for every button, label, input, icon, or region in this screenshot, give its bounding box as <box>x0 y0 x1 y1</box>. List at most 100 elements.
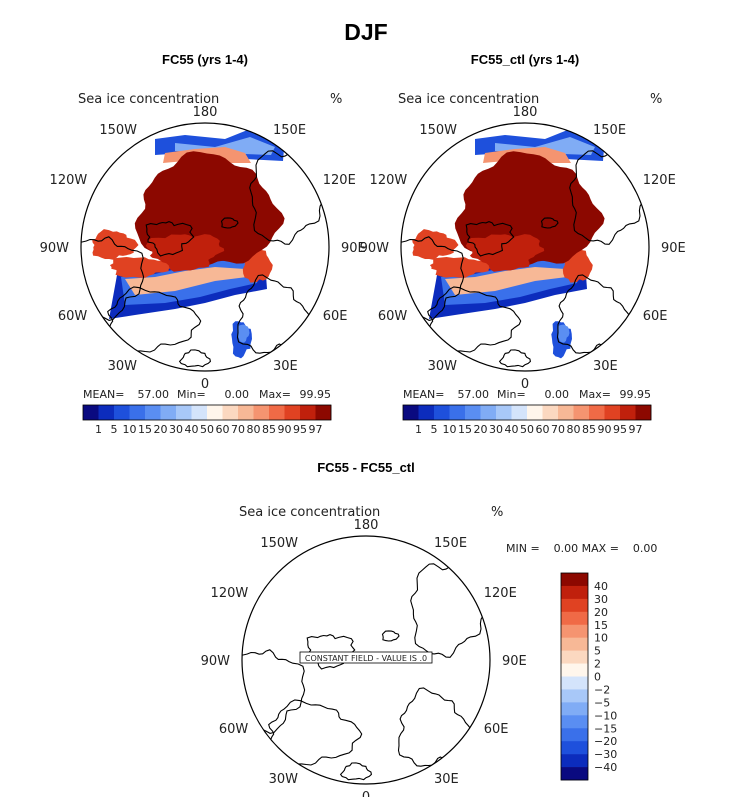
lon-label: 60E <box>484 722 509 737</box>
colorbar-tick-label: 97 <box>309 423 323 436</box>
colorbar-swatch <box>129 405 146 420</box>
lon-label: 180 <box>354 518 379 533</box>
lon-label: 30W <box>428 359 458 374</box>
map-panel: FC55_ctl (yrs 1-4) Sea ice concentration%… <box>360 52 686 436</box>
lon-label: 90W <box>201 654 231 669</box>
colorbar-tick-label: 15 <box>594 619 608 632</box>
lon-label: 150W <box>99 123 137 138</box>
coastline-greenland <box>268 699 363 766</box>
stat-max-value: 99.95 <box>620 388 652 401</box>
colorbar-tick-label: −2 <box>594 683 610 696</box>
colorbar-tick-label: 97 <box>629 423 643 436</box>
variable-label: Sea ice concentration <box>78 92 219 107</box>
colorbar-tick-label: 80 <box>247 423 261 436</box>
colorbar-swatch <box>561 728 588 742</box>
lon-label: 150E <box>593 123 626 138</box>
colorbar-tick-label: 80 <box>567 423 581 436</box>
archipelago-ice <box>145 234 225 272</box>
colorbar-swatch <box>269 405 285 420</box>
lon-label: 90E <box>502 654 527 669</box>
coastline-archipelago <box>306 634 356 670</box>
coastline-iceland <box>339 762 373 781</box>
map-boundary <box>241 535 491 785</box>
colorbar-swatch <box>222 405 239 420</box>
lon-label: 60W <box>58 309 88 324</box>
lon-label: 120E <box>643 173 676 188</box>
colorbar-swatch <box>98 405 115 420</box>
colorbar-tick-label: 90 <box>598 423 612 436</box>
stat-min-label: Min= <box>497 388 526 401</box>
colorbar-tick-label: 70 <box>551 423 565 436</box>
stats-line: MIN = 0.00 MAX = 0.00 <box>506 542 657 555</box>
lon-label: 90E <box>341 241 366 256</box>
colorbar-tick-label: 90 <box>278 423 292 436</box>
colorbar-swatch <box>561 573 588 587</box>
stat-mean-label: MEAN= <box>403 388 444 401</box>
colorbar-tick-label: 30 <box>594 593 608 606</box>
lon-label: 120E <box>484 586 517 601</box>
lon-label: 60E <box>323 309 348 324</box>
colorbar-swatch <box>561 650 588 664</box>
colorbar-swatch <box>403 405 419 420</box>
colorbar-swatch <box>561 715 588 729</box>
coastline-svalbard <box>381 630 400 642</box>
lon-label: 30E <box>593 359 618 374</box>
panel-title: FC55 - FC55_ctl <box>317 460 415 475</box>
colorbar-tick-label: 30 <box>169 423 183 436</box>
colorbar-swatch <box>284 405 301 420</box>
lon-label: 30W <box>269 772 299 787</box>
stat-max-label: Max= <box>579 388 611 401</box>
coastline-north-america <box>81 236 145 321</box>
colorbar-swatch <box>561 585 588 600</box>
stat-min-value: 0.00 <box>545 388 570 401</box>
colorbar-tick-label: 85 <box>582 423 596 436</box>
colorbar-tick-label: 0 <box>594 671 601 684</box>
baltic-ice-inner <box>237 324 250 343</box>
colorbar-tick-label: 2 <box>594 658 601 671</box>
units-label: % <box>650 92 662 107</box>
lon-label: 0 <box>521 377 529 392</box>
colorbar-swatch <box>561 741 588 755</box>
coastline-iceland <box>498 349 532 368</box>
note-box <box>299 651 433 664</box>
constant-field-note: CONSTANT FIELD - VALUE IS .0 <box>305 654 427 663</box>
colorbar-frame <box>402 404 652 421</box>
colorbar-swatch <box>561 624 588 638</box>
colorbar-frame <box>560 572 589 781</box>
coastline-north-america <box>401 236 465 321</box>
coastline-archipelago <box>465 221 515 257</box>
colorbar-tick-label: 95 <box>293 423 307 436</box>
lon-label: 120E <box>323 173 356 188</box>
colorbar-swatch <box>465 405 481 420</box>
map-boundary <box>400 122 650 372</box>
colorbar-swatch <box>238 405 254 420</box>
colorbar-tick-label: −15 <box>594 722 617 735</box>
stat-min-value: 0.00 <box>225 388 250 401</box>
colorbar-tick-label: 40 <box>505 423 519 436</box>
lon-label: 90W <box>40 241 70 256</box>
lon-label: 60E <box>643 309 668 324</box>
colorbar-swatch <box>83 405 99 420</box>
colorbar-tick-label: 1 <box>95 423 102 436</box>
colorbar-swatch <box>589 405 605 420</box>
colorbar-tick-label: 15 <box>138 423 152 436</box>
lon-label: 150W <box>260 536 298 551</box>
coastline-archipelago <box>145 221 195 257</box>
colorbar-tick-label: 50 <box>520 423 534 436</box>
colorbar-tick-label: −40 <box>594 761 617 774</box>
stat-mean-label: MEAN= <box>83 388 124 401</box>
lon-label: 30W <box>108 359 138 374</box>
lon-label: 180 <box>513 105 538 120</box>
lon-label: 60W <box>219 722 249 737</box>
colorbar-swatch <box>561 676 588 690</box>
colorbar-swatch <box>480 405 497 420</box>
colorbar-tick-label: 50 <box>200 423 214 436</box>
stat-max-label: Max= <box>259 388 291 401</box>
lon-label: 120W <box>50 173 88 188</box>
colorbar-swatch <box>315 405 332 420</box>
colorbar-tick-label: 70 <box>231 423 245 436</box>
colorbar-swatch <box>561 611 588 626</box>
ice-band-orange <box>445 267 567 295</box>
lon-label: 150E <box>273 123 306 138</box>
lon-label: 60W <box>378 309 408 324</box>
